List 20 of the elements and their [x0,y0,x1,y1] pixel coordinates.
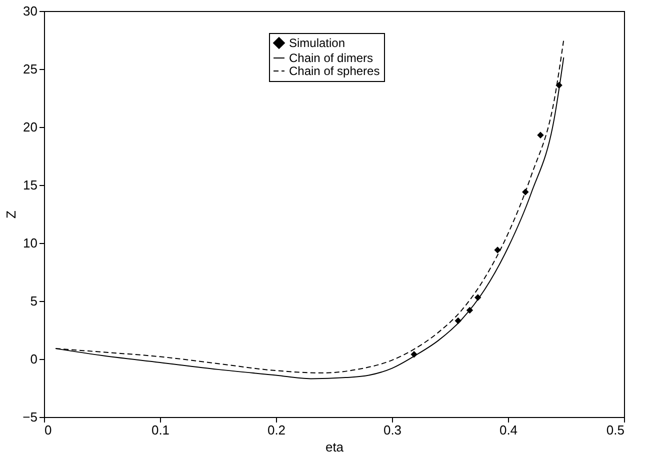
x-tick-label: 0 [44,422,52,438]
legend-label: Chain of dimers [289,51,374,65]
x-axis-title: eta [325,440,344,454]
legend-label: Simulation [289,36,346,50]
x-tick-label: 0.5 [606,422,624,438]
y-tick-label: 25 [23,62,38,76]
y-tick-label: 30 [23,4,38,18]
y-axis-title: Z [4,210,19,218]
y-tick-label: 5 [30,294,38,308]
x-tick-label: 0.4 [499,422,518,438]
y-tick-label: 10 [23,236,38,250]
legend-label: Chain of spheres [289,64,380,78]
y-tick-label: 20 [23,120,38,134]
y-tick-label: −5 [22,410,38,424]
x-tick-label: 0.3 [383,422,402,438]
y-tick-label: 0 [30,352,38,366]
point [537,132,544,138]
x-tick-label: 0.2 [267,422,286,438]
y-tick-label: 15 [23,178,38,192]
x-tick-label: 0.1 [151,422,170,438]
